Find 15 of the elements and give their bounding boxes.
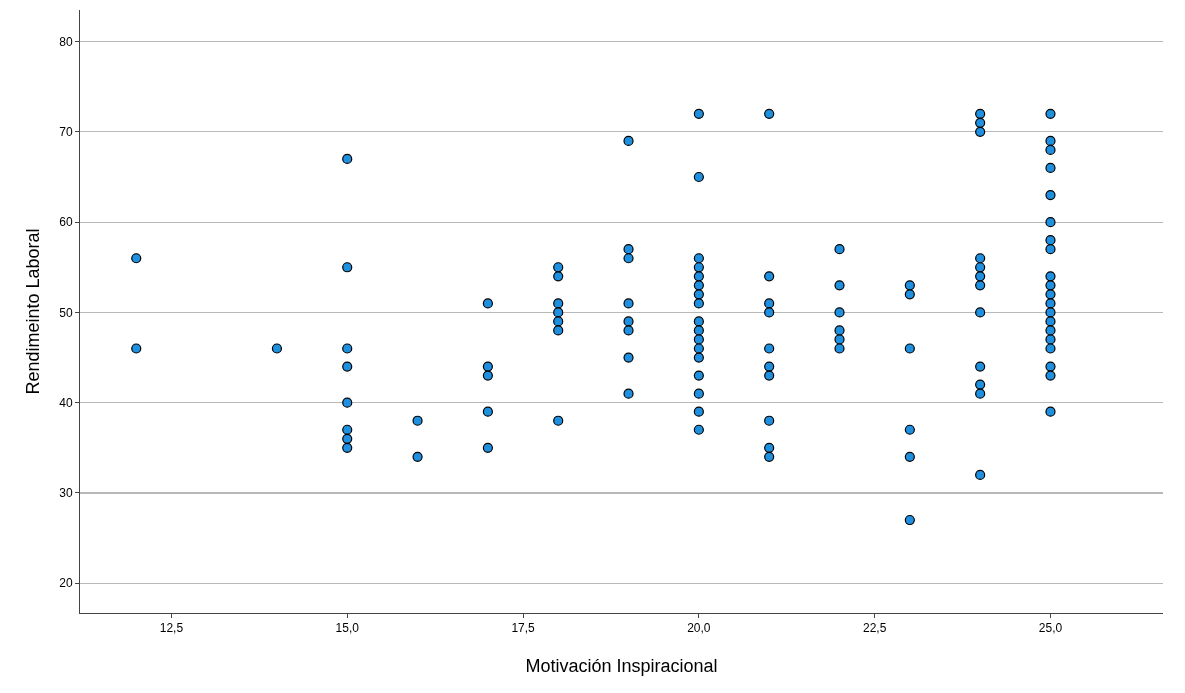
x-axis-title: Motivación Inspiracional — [525, 655, 718, 676]
y-tick-label: 60 — [59, 215, 73, 230]
x-tick-label: 22,5 — [862, 621, 887, 636]
y-axis-title: Rendimeinto Laboral — [23, 228, 44, 395]
x-tick-label: 12,5 — [159, 621, 184, 636]
y-tick-label: 20 — [59, 576, 73, 591]
x-tick-label: 17,5 — [511, 621, 536, 636]
y-tick-label: 30 — [59, 486, 73, 501]
x-tick-label: 25,0 — [1038, 621, 1063, 636]
y-tick-label: 50 — [59, 305, 73, 320]
x-tick-label: 20,0 — [687, 621, 711, 636]
x-tick-label: 15,0 — [335, 621, 360, 636]
y-tick-label: 80 — [59, 34, 73, 49]
y-tick-label: 40 — [59, 395, 73, 410]
y-tick-label: 70 — [59, 125, 73, 140]
